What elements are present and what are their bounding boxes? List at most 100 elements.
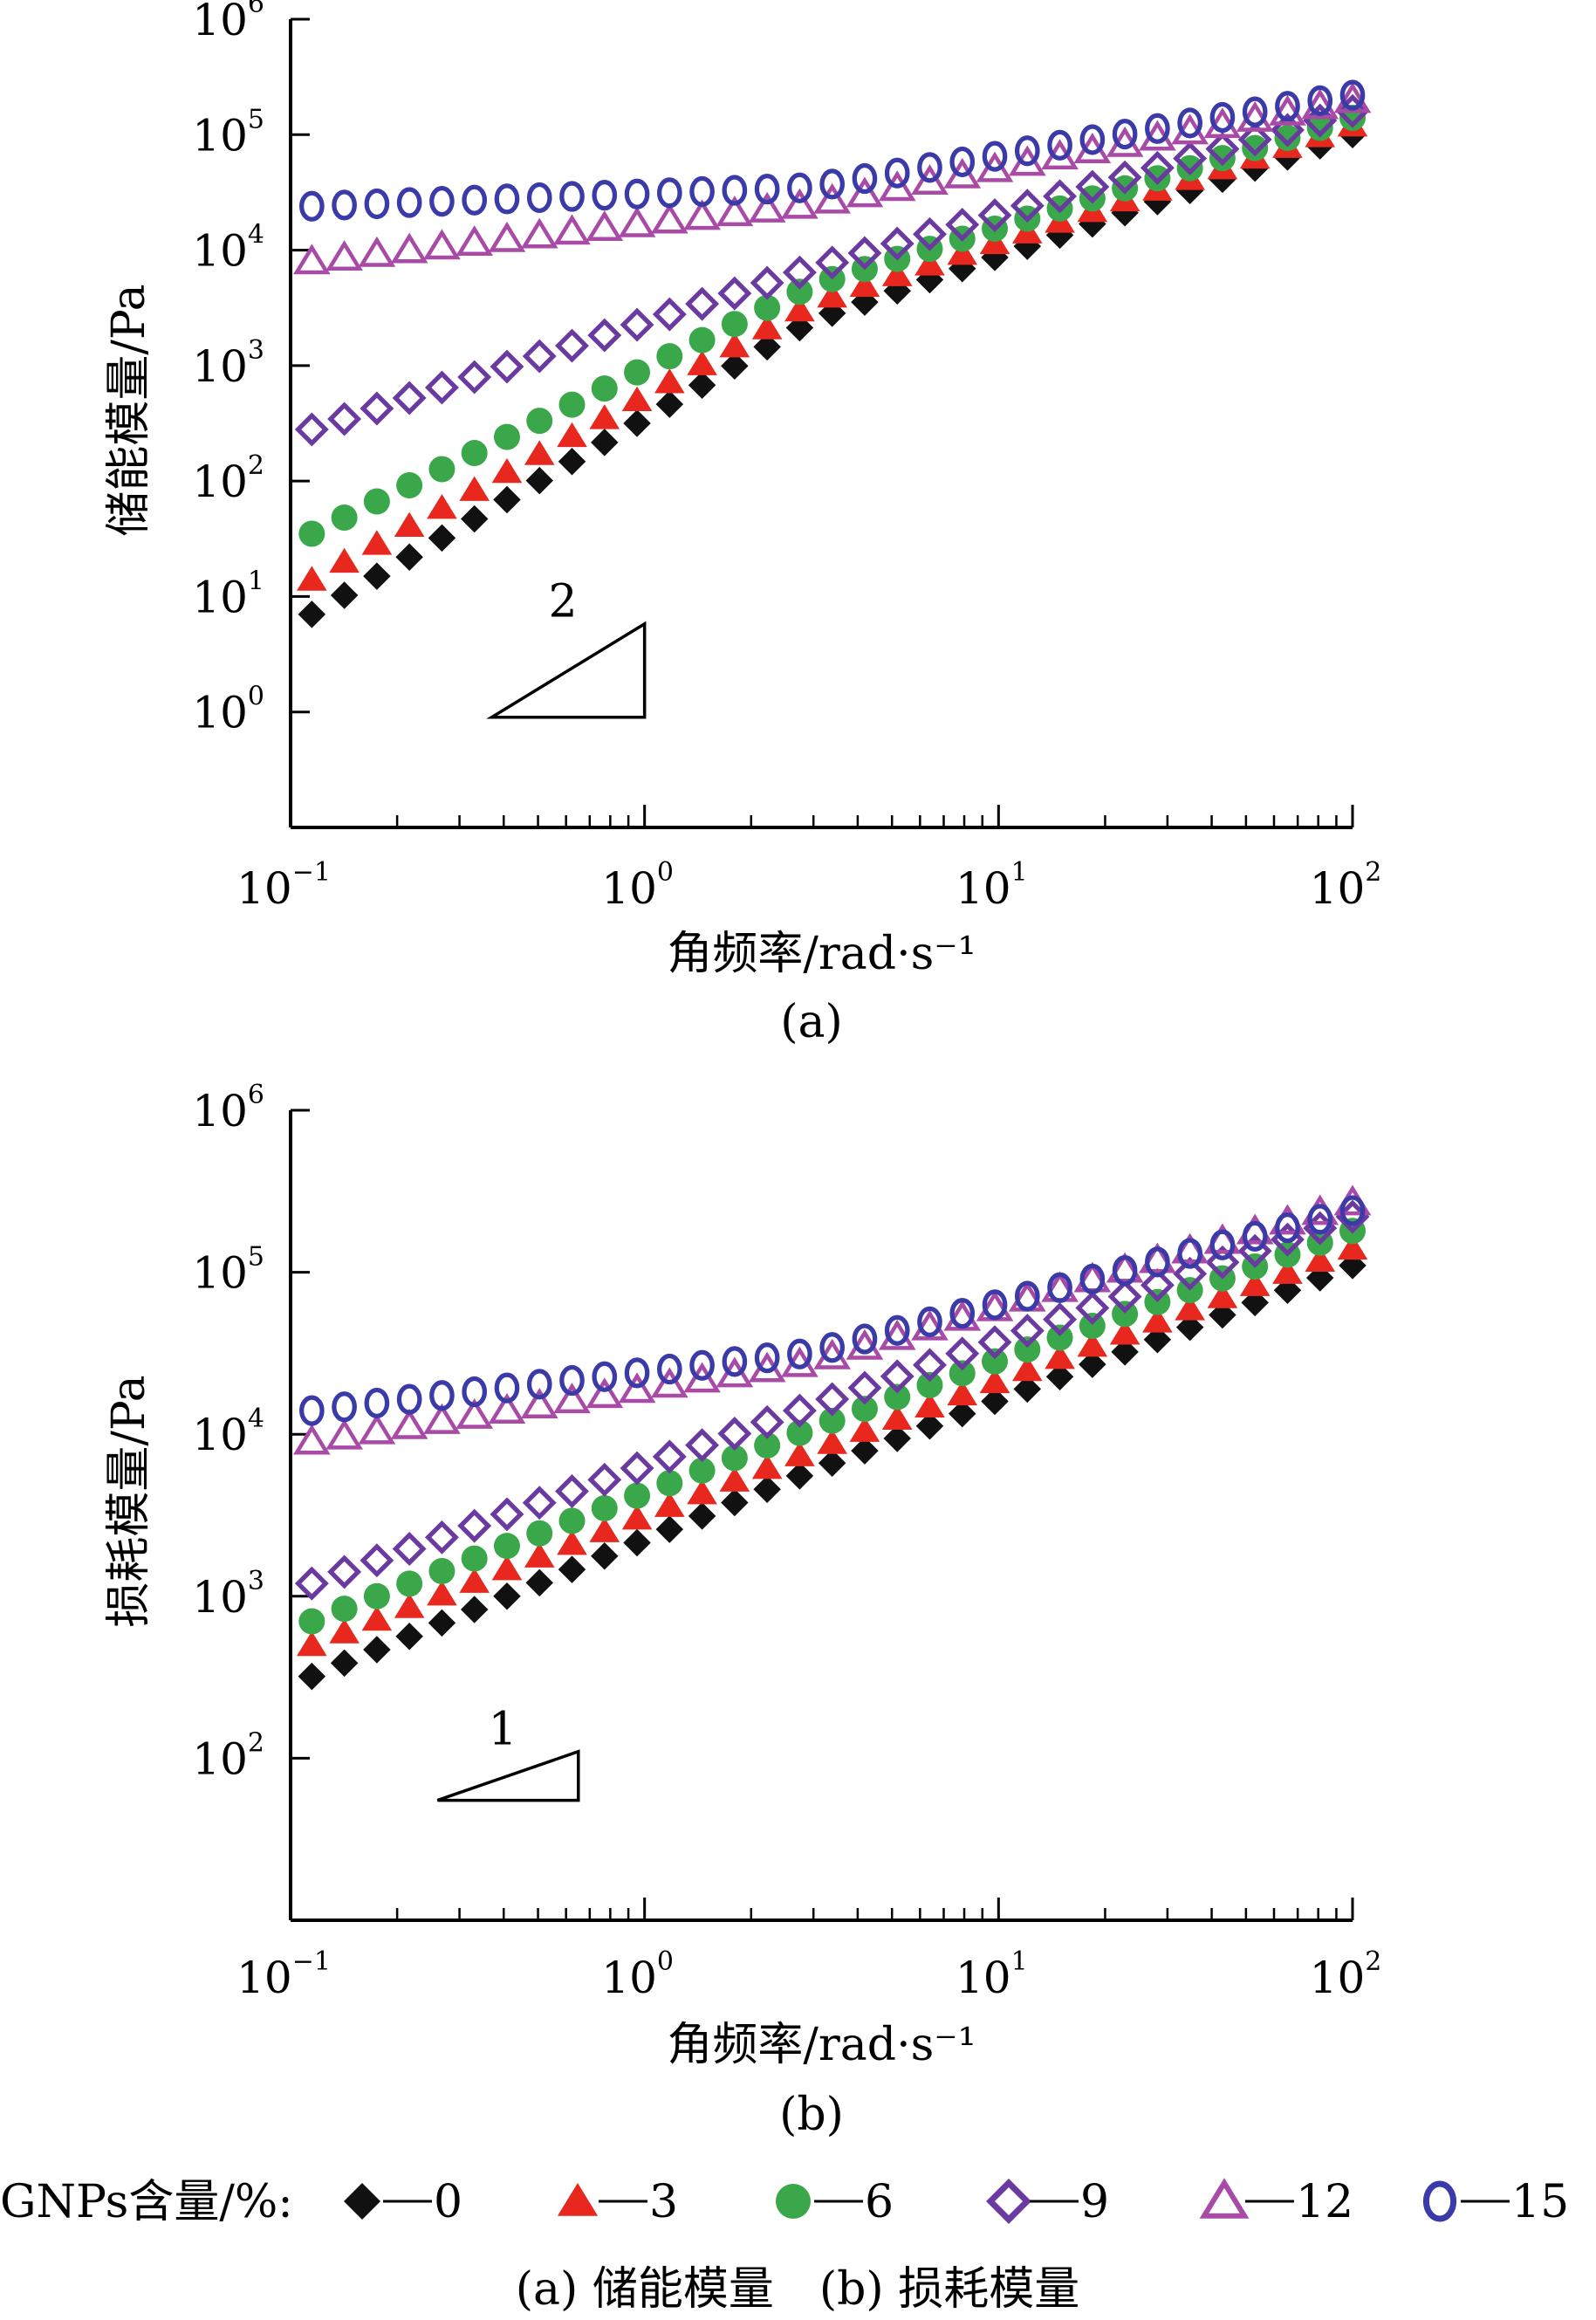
- data-point: [559, 1364, 585, 1397]
- data-point: [557, 422, 587, 448]
- data-point: [490, 1497, 524, 1532]
- data-point: [294, 1566, 329, 1601]
- data-point: [358, 1413, 396, 1445]
- data-point: [782, 1393, 817, 1428]
- data-point: [488, 1393, 526, 1424]
- data-point: [363, 562, 391, 590]
- data-point: [460, 504, 489, 533]
- panel-label: (b): [779, 2089, 844, 2141]
- data-point: [913, 1348, 947, 1383]
- data-point: [555, 1474, 589, 1508]
- slope-label: 1: [489, 1704, 517, 1756]
- data-point: [1106, 1252, 1144, 1283]
- data-point: [719, 332, 750, 358]
- data-point: [620, 307, 654, 342]
- data-point: [392, 381, 427, 415]
- data-point: [1307, 1204, 1333, 1235]
- data-point: [624, 359, 651, 386]
- y-axis-label: 损耗模量/Pa: [103, 1375, 155, 1627]
- data-point: [1305, 1246, 1336, 1272]
- data-point: [1075, 1291, 1110, 1325]
- data-point: [1237, 122, 1272, 157]
- slope-triangle: [436, 1749, 580, 1802]
- y-tick-label: 105: [192, 1242, 264, 1299]
- data-point: [656, 177, 682, 209]
- data-point: [753, 1475, 781, 1503]
- data-point: [1043, 1302, 1078, 1337]
- data-point: [586, 1377, 624, 1409]
- data-point: [331, 504, 358, 531]
- data-point: [846, 176, 884, 208]
- data-point: [1047, 129, 1072, 161]
- data-point: [782, 255, 817, 290]
- data-point: [1335, 93, 1370, 128]
- data-point: [493, 1582, 521, 1610]
- data-point: [785, 1462, 814, 1490]
- data-point: [423, 229, 461, 260]
- data-point: [851, 1396, 878, 1423]
- data-point: [558, 391, 586, 418]
- data-point: [917, 152, 942, 183]
- data-point: [526, 1369, 552, 1400]
- legend-entry-9: 9: [986, 2176, 1109, 2228]
- data-point: [428, 1557, 456, 1584]
- data-point: [817, 283, 847, 308]
- data-point: [1043, 179, 1078, 214]
- x-tick-label: 100: [601, 1946, 674, 2003]
- data-point: [363, 1636, 391, 1664]
- data-point: [884, 1314, 910, 1346]
- data-point: [688, 1457, 716, 1484]
- data-point: [524, 440, 555, 465]
- data-point: [1143, 1326, 1172, 1354]
- data-point: [1144, 165, 1171, 192]
- data-point: [493, 423, 520, 450]
- data-point: [721, 311, 748, 338]
- legend-marker: [1199, 2178, 1250, 2219]
- data-point: [428, 1609, 456, 1637]
- data-point: [1046, 1324, 1073, 1351]
- data-point: [559, 181, 585, 212]
- data-point: [429, 186, 455, 217]
- data-point: [1337, 1234, 1368, 1260]
- data-point: [1242, 134, 1269, 161]
- data-point: [624, 1482, 651, 1509]
- data-point: [849, 271, 880, 298]
- data-point: [815, 1382, 850, 1417]
- data-point: [852, 1323, 878, 1355]
- data-point: [1079, 124, 1106, 155]
- data-point: [624, 1357, 650, 1389]
- data-point: [429, 1380, 455, 1411]
- data-point: [1275, 1212, 1300, 1244]
- data-point: [394, 1593, 425, 1618]
- data-point: [949, 1399, 976, 1428]
- data-point: [488, 221, 526, 252]
- x-tick-label: 10−1: [236, 1946, 331, 2003]
- y-tick-label: 102: [192, 450, 264, 507]
- data-point: [949, 1297, 976, 1329]
- data-point: [621, 1505, 653, 1530]
- data-point: [329, 1618, 360, 1644]
- data-point: [330, 1649, 359, 1678]
- data-point: [520, 1388, 558, 1419]
- data-point: [428, 456, 456, 483]
- data-point: [751, 314, 783, 340]
- data-point: [721, 1488, 749, 1517]
- y-tick-label: 104: [192, 1404, 264, 1460]
- data-point: [1205, 1245, 1240, 1280]
- data-point: [623, 409, 651, 437]
- data-point: [1176, 154, 1203, 182]
- panel-b: 10−1 100 101 102 102 103 104 105 106 角频率/rad·s⁻¹ 损…: [103, 1080, 1381, 2141]
- data-point: [396, 1383, 422, 1415]
- data-point: [945, 1336, 980, 1371]
- legend: GNPs含量/%: 0 3 6 9 12 15: [0, 2176, 1569, 2228]
- data-point: [722, 175, 748, 206]
- data-point: [299, 190, 325, 222]
- data-point: [293, 1424, 331, 1455]
- data-point: [719, 1466, 750, 1492]
- data-point: [754, 1342, 780, 1374]
- data-point: [1014, 1336, 1041, 1363]
- data-point: [654, 1492, 685, 1517]
- x-tick-label: 102: [1310, 857, 1382, 914]
- data-point: [294, 412, 329, 447]
- y-tick-label: 106: [192, 1080, 264, 1136]
